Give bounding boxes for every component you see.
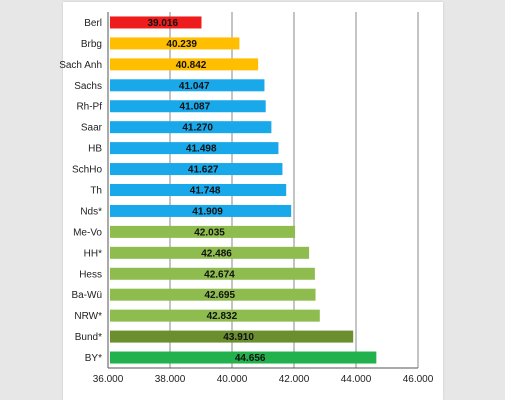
bar [110, 309, 320, 322]
data-label: 41.909 [192, 206, 223, 217]
bar [110, 204, 292, 217]
x-tick-label: 38.000 [155, 374, 186, 385]
bar [110, 351, 377, 364]
category-label: Th [90, 186, 102, 197]
data-label: 42.832 [207, 311, 238, 322]
data-label: 42.674 [204, 269, 235, 280]
bar [110, 267, 315, 280]
data-label: 41.498 [186, 144, 217, 155]
category-label: Hess [79, 269, 102, 280]
data-label: 39.016 [147, 18, 178, 29]
data-label: 40.239 [166, 39, 197, 50]
data-label: 41.087 [180, 102, 211, 113]
category-label: HH* [84, 248, 102, 259]
bar [110, 184, 287, 196]
x-tick-label: 42.000 [279, 374, 310, 385]
data-label: 44.656 [235, 353, 266, 364]
bar [110, 163, 283, 176]
category-label: Nds* [80, 206, 102, 217]
bar [110, 121, 272, 134]
bar [110, 288, 316, 301]
category-label: SchHo [72, 165, 102, 176]
category-label: Ba-Wü [71, 290, 102, 301]
x-tick-label: 44.000 [341, 374, 372, 385]
bar [110, 100, 266, 113]
data-label: 42.486 [201, 248, 232, 259]
x-tick-label: 40.000 [217, 374, 248, 385]
category-label: NRW* [74, 311, 102, 322]
category-label: Rh-Pf [76, 102, 102, 113]
data-label: 41.627 [188, 165, 219, 176]
bar [110, 246, 310, 259]
category-label: BY* [85, 353, 102, 364]
bar [110, 330, 354, 343]
data-label: 42.035 [194, 227, 225, 238]
category-label: Bund* [75, 332, 102, 343]
data-label: 41.270 [182, 123, 213, 134]
category-label: Berl [84, 18, 102, 29]
bar [110, 142, 279, 155]
data-label: 41.047 [179, 81, 210, 92]
bar [110, 16, 202, 29]
bar [110, 58, 259, 71]
bar [110, 79, 265, 92]
category-label: HB [88, 144, 102, 155]
category-label: Brbg [81, 39, 102, 50]
data-label: 40.842 [176, 60, 207, 71]
data-label: 42.695 [204, 290, 235, 301]
category-label: Me-Vo [73, 227, 102, 238]
x-tick-label: 36.000 [93, 374, 124, 385]
bar [110, 37, 240, 50]
x-tick-label: 46.000 [403, 374, 434, 385]
bar [110, 225, 296, 238]
category-label: Sach Anh [59, 60, 102, 71]
category-label: Sachs [74, 81, 102, 92]
data-label: 41.748 [190, 186, 221, 197]
data-label: 43.910 [223, 332, 254, 343]
category-label: Saar [81, 123, 103, 134]
